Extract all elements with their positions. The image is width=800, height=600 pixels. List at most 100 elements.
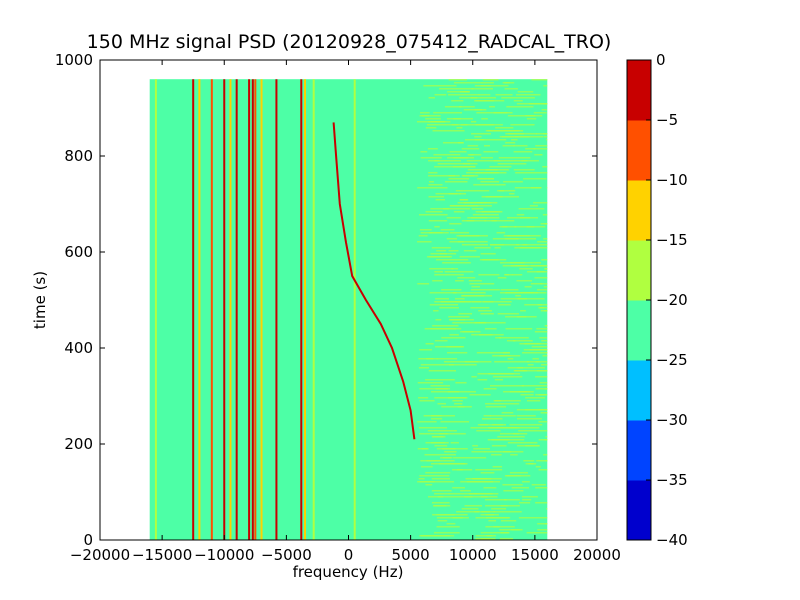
noise-streak [456,127,463,129]
noise-streak [525,409,548,411]
noise-streak [500,451,524,453]
noise-streak [482,79,491,81]
noise-streak [437,496,473,498]
noise-streak [453,118,473,120]
noise-streak [435,259,469,261]
noise-streak [441,289,462,291]
noise-streak [543,454,548,456]
noise-streak [525,397,546,399]
noise-streak [499,529,523,531]
colorbar-tick-label: −40 [656,531,688,549]
noise-streak [482,301,512,303]
noise-streak [480,514,494,516]
noise-streak [454,403,463,405]
noise-streak [453,211,459,213]
noise-streak [461,508,479,510]
noise-streak [425,379,455,381]
noise-streak [434,445,448,447]
noise-streak [504,274,510,276]
noise-streak [432,130,465,132]
noise-streak [447,91,469,93]
noise-streak [516,445,540,447]
noise-streak [544,268,548,270]
noise-streak [544,325,548,327]
noise-streak [468,493,499,495]
noise-streak [459,235,480,237]
noise-streak [419,229,432,231]
noise-streak [515,295,522,297]
noise-streak [455,190,490,192]
noise-streak [449,364,477,366]
noise-streak [536,460,548,462]
noise-streak [498,337,529,339]
noise-streak [495,127,514,129]
noise-streak [473,184,499,186]
noise-streak [510,265,528,267]
noise-streak [447,391,476,393]
noise-streak [462,91,470,93]
noise-streak [482,418,503,420]
colorbar-band [627,360,651,421]
noise-streak [512,340,533,342]
noise-streak [546,139,548,141]
noise-streak [514,187,537,189]
noise-streak [540,283,548,285]
noise-streak [491,445,507,447]
noise-streak [419,349,432,351]
noise-streak [448,178,470,180]
noise-streak [464,139,484,141]
noise-streak [536,289,547,291]
x-tick-labels: −20000 −15000 −10000 −5000 0 5000 10000 15000 20… [70,546,621,564]
noise-streak [519,268,533,270]
noise-streak [503,391,530,393]
x-tick-label: −15000 [132,546,192,564]
noise-streak [503,181,523,183]
colorbar: −40 −35 −30 −25 −20 −15 −10 −5 0 [626,51,688,549]
noise-streak [486,259,499,261]
noise-streak [466,481,500,483]
noise-streak [452,322,487,324]
noise-streak [428,97,436,99]
noise-streak [531,484,546,486]
noise-streak [471,301,494,303]
noise-streak [434,340,448,342]
noise-streak [431,490,452,492]
noise-streak [471,88,494,90]
noise-streak [417,382,444,384]
noise-streak [517,91,534,93]
noise-streak [448,316,470,318]
noise-streak [442,142,464,144]
noise-streak [436,517,463,519]
noise-streak [444,271,474,273]
noise-streak [439,253,448,255]
noise-streak [526,361,540,363]
noise-streak [518,502,531,504]
noise-streak [425,442,449,444]
noise-streak [540,223,548,225]
noise-streak [439,88,474,90]
noise-streak [448,175,456,177]
noise-streak [510,427,540,429]
noise-streak [444,106,462,108]
noise-streak [433,532,460,534]
noise-streak [500,505,520,507]
noise-streak [477,373,494,375]
noise-streak [434,166,461,168]
noise-streak [452,517,469,519]
noise-streak [488,373,521,375]
noise-streak [529,103,548,105]
noise-streak [481,118,488,120]
noise-streak [545,436,548,438]
noise-streak [461,244,488,246]
noise-streak [504,82,515,84]
noise-streak [455,382,467,384]
noise-streak [497,184,506,186]
noise-streak [419,475,450,477]
colorbar-band [627,480,651,541]
noise-streak [460,124,494,126]
noise-streak [479,178,495,180]
noise-streak [418,433,448,435]
noise-streak [485,505,508,507]
noise-streak [493,400,501,402]
noise-streak [430,385,451,387]
